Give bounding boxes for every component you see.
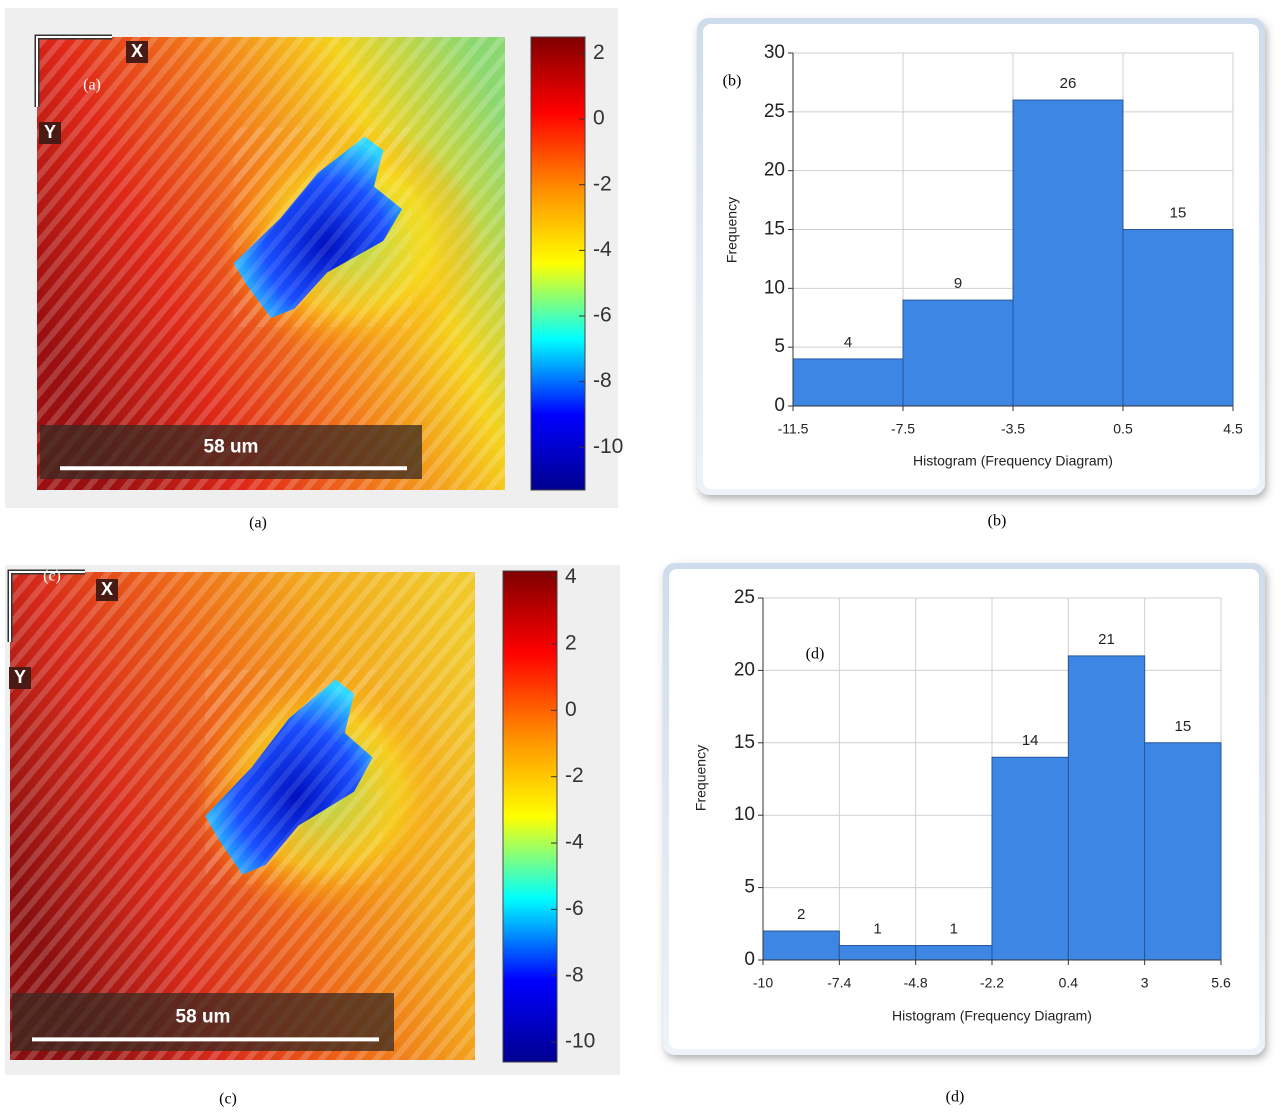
bar xyxy=(1067,655,1146,961)
colorbar-tick-label: 0 xyxy=(565,698,577,721)
crater-texture xyxy=(205,669,382,885)
axis-badge xyxy=(96,579,118,601)
y-tick-label: 5 xyxy=(744,877,755,898)
axis-badge xyxy=(39,122,61,144)
y-tick-label: 30 xyxy=(764,42,785,63)
y-tick-label: 15 xyxy=(734,732,755,753)
y-tick-label: 20 xyxy=(734,659,755,680)
x-tick-label: -7.4 xyxy=(827,975,851,991)
colorbar xyxy=(530,36,586,491)
caption: (c) xyxy=(219,1091,237,1108)
panel-label: (a) xyxy=(83,77,101,94)
axis-label: Y xyxy=(14,667,26,687)
colorbar-tick-label: 2 xyxy=(593,41,605,64)
y-tick-label: 5 xyxy=(774,336,785,357)
corner-marker xyxy=(9,571,85,642)
value-label: 4 xyxy=(844,334,852,351)
panel-label: (c) xyxy=(43,568,61,585)
bar xyxy=(792,358,904,407)
bar xyxy=(902,299,1014,407)
x-tick-label: -7.5 xyxy=(891,421,915,437)
y-tick-label: 25 xyxy=(764,101,785,122)
value-label: 1 xyxy=(950,920,958,937)
crater-texture xyxy=(233,127,412,327)
annotation: (b) xyxy=(723,73,742,90)
x-tick-label: -4.8 xyxy=(904,975,928,991)
axis-badge xyxy=(9,667,31,689)
y-tick-label: 0 xyxy=(774,395,785,416)
y-tick-label: 25 xyxy=(734,587,755,608)
axis-label: X xyxy=(101,579,113,599)
scale-bar-label: 58 um xyxy=(204,437,259,458)
y-tick-label: 10 xyxy=(734,804,755,825)
bar xyxy=(1012,99,1124,407)
y-tick-label: 20 xyxy=(764,160,785,181)
colorbar-tick-label: -10 xyxy=(593,435,623,458)
value-label: 15 xyxy=(1174,718,1191,735)
colorbar-tick-label: -6 xyxy=(593,304,612,327)
bar xyxy=(838,945,917,961)
x-tick-label: 3 xyxy=(1141,975,1149,991)
x-tick-label: -3.5 xyxy=(1001,421,1025,437)
y-tick-label: 15 xyxy=(764,219,785,240)
y-tick-label: 0 xyxy=(744,949,755,970)
scale-bar-label: 58 um xyxy=(176,1006,231,1027)
x-tick-label: -11.5 xyxy=(778,421,809,437)
bar xyxy=(762,930,840,961)
bar xyxy=(1144,742,1222,961)
x-tick-label: -10 xyxy=(753,975,773,991)
colorbar-tick-label: -2 xyxy=(565,764,584,787)
bar xyxy=(915,945,993,961)
value-label: 2 xyxy=(797,906,805,923)
value-label: 9 xyxy=(954,275,962,292)
colorbar-tick-label: -10 xyxy=(565,1030,595,1053)
colorbar-tick-label: 2 xyxy=(565,632,577,655)
caption: (d) xyxy=(946,1089,965,1106)
y-tick-label: 10 xyxy=(764,277,785,298)
annotation: (d) xyxy=(806,646,825,663)
x-tick-label: 0.5 xyxy=(1113,421,1133,437)
colorbar-tick-label: -4 xyxy=(565,831,584,854)
colorbar xyxy=(502,570,558,1063)
colorbar-tick-label: -6 xyxy=(565,897,584,920)
colorbar-tick-label: 4 xyxy=(565,565,577,588)
axis-badge xyxy=(126,41,148,63)
value-label: 14 xyxy=(1022,732,1039,749)
x-tick-label: 0.4 xyxy=(1059,975,1079,991)
corner-marker xyxy=(36,36,112,107)
colorbar-tick-label: 0 xyxy=(593,107,605,130)
value-label: 1 xyxy=(873,920,881,937)
y-axis-title: Frequency xyxy=(693,745,709,811)
value-label: 26 xyxy=(1060,75,1077,92)
colorbar-tick-label: -4 xyxy=(593,238,612,261)
caption: (a) xyxy=(249,515,267,532)
x-tick-label: 4.5 xyxy=(1223,421,1243,437)
value-label: 15 xyxy=(1170,204,1187,221)
axis-label: X xyxy=(131,41,143,61)
bar xyxy=(1122,229,1234,407)
x-axis-title: Histogram (Frequency Diagram) xyxy=(892,1008,1092,1024)
value-label: 21 xyxy=(1098,631,1115,648)
x-axis-title: Histogram (Frequency Diagram) xyxy=(913,453,1113,469)
x-tick-label: 5.6 xyxy=(1211,975,1231,991)
colorbar-tick-label: -8 xyxy=(593,369,612,392)
bar xyxy=(991,756,1069,961)
caption: (b) xyxy=(988,513,1007,530)
y-axis-title: Frequency xyxy=(724,197,740,263)
colorbar-tick-label: -8 xyxy=(565,963,584,986)
x-tick-label: -2.2 xyxy=(980,975,1004,991)
colorbar-tick-label: -2 xyxy=(593,172,612,195)
axis-label: Y xyxy=(44,122,56,142)
